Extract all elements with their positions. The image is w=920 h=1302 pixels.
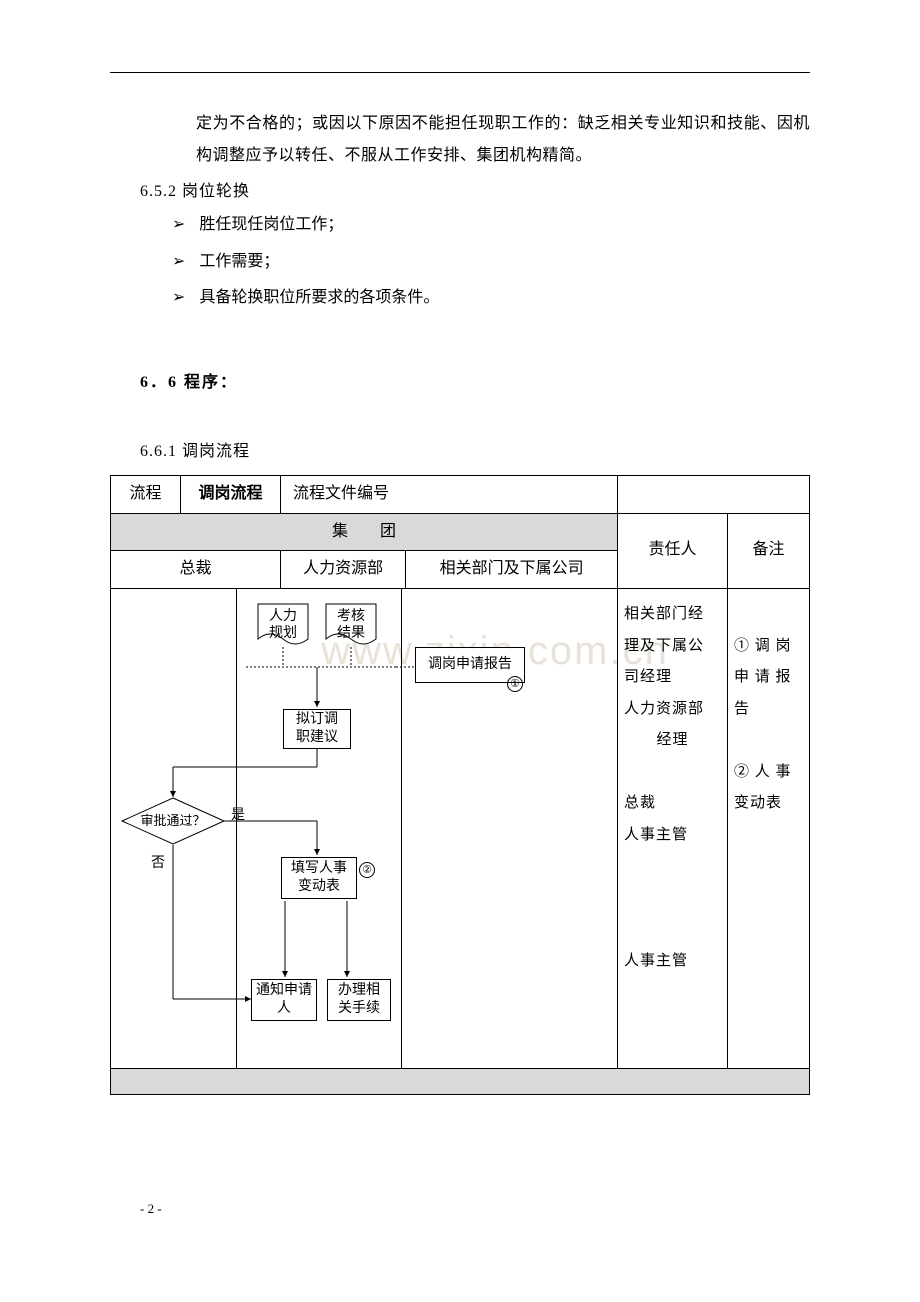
- decision-text: 审批通过？: [121, 797, 225, 845]
- resp-line: 人事主管: [624, 946, 721, 978]
- notes-cell: ① 调 岗 申 请 报 告 ② 人 事 变动表: [728, 589, 810, 1069]
- list-item: 胜任现任岗位工作；: [172, 207, 810, 244]
- list-item: 具备轮换职位所要求的各项条件。: [172, 280, 810, 317]
- resp-line: 司经理: [624, 662, 721, 694]
- cell-doc-num-value: [618, 475, 810, 513]
- circled-number-2: ②: [359, 857, 375, 882]
- note-gap: [734, 725, 803, 757]
- doc-node-hr-plan: 人力 规划: [257, 603, 309, 649]
- top-rule: [110, 72, 810, 73]
- cell-flow-name: 调岗流程: [181, 475, 281, 513]
- node-notify: 通知申请 人: [251, 979, 317, 1021]
- flowchart-area: 人力 规划 考核 结果 调岗申请报告 ① 拟订调 职建议: [111, 589, 617, 1068]
- node-fill-form: 填写人事 变动表: [281, 857, 357, 899]
- table-footer-row: [111, 1069, 810, 1095]
- node-label: 调岗申请报告: [428, 656, 512, 674]
- resp-gap: [624, 914, 721, 946]
- sub-heading-652: 6.5.2 岗位轮换: [110, 178, 810, 207]
- footer-cell: [111, 1069, 810, 1095]
- page-number: - 2 -: [140, 1197, 162, 1220]
- node-draft-suggestion: 拟订调 职建议: [283, 709, 351, 749]
- cell-group: 集 团: [111, 513, 618, 551]
- node-handle: 办理相 关手续: [327, 979, 391, 1021]
- cell-resp-header: 责任人: [618, 513, 728, 589]
- section-heading-66: 6．6 程序：: [110, 369, 810, 398]
- table-body-row: 人力 规划 考核 结果 调岗申请报告 ① 拟订调 职建议: [111, 589, 810, 1069]
- circled-number-1: ①: [507, 671, 523, 696]
- table-header-row-1: 流程 调岗流程 流程文件编号: [111, 475, 810, 513]
- flow-table: 流程 调岗流程 流程文件编号 集 团 责任人 备注 总裁 人力资源部 相关部门及…: [110, 475, 810, 1095]
- flowchart-cell: 人力 规划 考核 结果 调岗申请报告 ① 拟订调 职建议: [111, 589, 618, 1069]
- resp-line: 人力资源部: [624, 694, 721, 726]
- list-item: 工作需要；: [172, 244, 810, 281]
- note-gap: [734, 599, 803, 631]
- responsible-cell: 相关部门经 理及下属公 司经理 人力资源部 经理 总裁 人事主管 人事主管: [618, 589, 728, 1069]
- resp-line: 总裁: [624, 788, 721, 820]
- resp-line: 人事主管: [624, 820, 721, 852]
- doc-text: 考核 结果: [325, 609, 377, 643]
- cell-note-header: 备注: [728, 513, 810, 589]
- table-header-row-2: 集 团 责任人 备注: [111, 513, 810, 551]
- resp-line: 相关部门经: [624, 599, 721, 631]
- resp-line: 理及下属公: [624, 631, 721, 663]
- cell-flow-label: 流程: [111, 475, 181, 513]
- label-yes: 是: [231, 803, 245, 828]
- cell-hr: 人力资源部: [281, 551, 406, 589]
- resp-gap: [624, 883, 721, 915]
- cell-ceo: 总裁: [111, 551, 281, 589]
- note-line: 变动表: [734, 788, 803, 820]
- note-line: 申 请 报: [734, 662, 803, 694]
- decision-approve: 审批通过？: [121, 797, 225, 845]
- resp-gap: [624, 851, 721, 883]
- continuation-paragraph: 定为不合格的；或因以下原因不能担任现职工作的：缺乏相关专业知识和技能、因机构调整…: [110, 108, 810, 172]
- note-line: ① 调 岗: [734, 631, 803, 663]
- resp-line: 经理: [624, 725, 721, 757]
- note-line: 告: [734, 694, 803, 726]
- note-line: ② 人 事: [734, 757, 803, 789]
- cell-dept: 相关部门及下属公司: [406, 551, 618, 589]
- cell-doc-num-label: 流程文件编号: [281, 475, 618, 513]
- page-content: 定为不合格的；或因以下原因不能担任现职工作的：缺乏相关专业知识和技能、因机构调整…: [110, 108, 810, 1095]
- doc-node-assess: 考核 结果: [325, 603, 377, 649]
- sub-heading-661: 6.6.1 调岗流程: [110, 438, 810, 467]
- bullet-list-652: 胜任现任岗位工作； 工作需要； 具备轮换职位所要求的各项条件。: [110, 207, 810, 317]
- resp-gap: [624, 757, 721, 789]
- label-no: 否: [151, 851, 165, 876]
- doc-text: 人力 规划: [257, 609, 309, 643]
